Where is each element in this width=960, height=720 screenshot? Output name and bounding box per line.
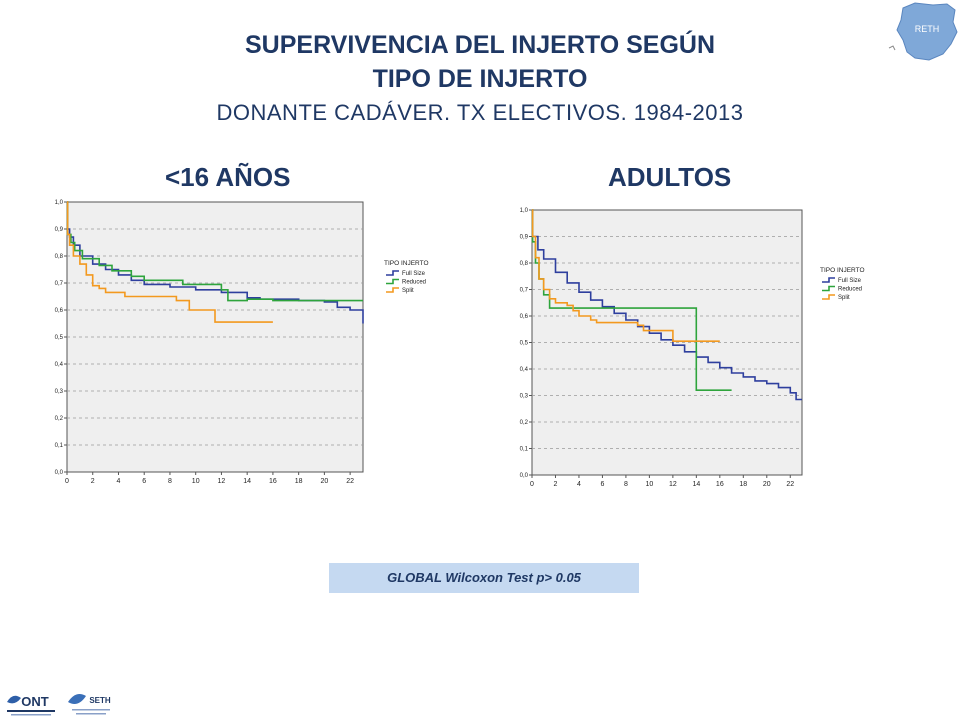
x-tick-label: 10 [192,478,200,485]
slide-title-line2: TIPO DE INJERTO [372,65,588,93]
x-tick-label: 2 [91,478,95,485]
x-tick-label: 12 [218,478,226,485]
y-tick-label: 0,6 [55,308,64,314]
y-tick-label: 0,3 [55,389,64,395]
legend-swatch [822,285,835,292]
x-tick-label: 16 [269,478,277,485]
y-tick-label: 0,5 [520,341,529,347]
y-tick-label: 0,9 [55,227,64,233]
survival-curve-full-size [531,209,802,401]
y-tick-label: 0,9 [520,235,529,241]
y-tick-label: 0,0 [520,473,529,479]
x-tick-label: 0 [530,481,534,488]
survival-curve-split [531,209,720,342]
y-tick-label: 0,6 [520,314,529,320]
panel-title-adults: ADULTOS [608,162,732,192]
y-tick-label: 0,4 [55,362,64,368]
legend-label: Full Size [402,271,426,277]
y-tick-label: 0,4 [520,367,529,373]
seth-logo-text: SETH [89,696,111,705]
legend-label: Full Size [838,278,862,284]
y-tick-label: 0,1 [520,447,529,453]
legend-swatch [386,270,399,276]
legend-swatch [822,294,835,300]
x-tick-label: 6 [600,481,604,488]
y-tick-label: 0,2 [55,416,64,422]
legend-swatch [822,277,835,283]
legend-title: TIPO INJERTO [384,260,429,267]
x-tick-label: 0 [65,478,69,485]
reth-logo-text: RETH [915,24,940,34]
y-tick-label: 0,8 [520,261,529,267]
y-tick-label: 0,5 [55,335,64,341]
x-tick-label: 8 [624,481,628,488]
legend-label: Reduced [838,287,862,293]
x-tick-label: 22 [346,478,354,485]
y-tick-label: 1,0 [520,208,529,214]
legend-label: Split [838,295,850,301]
survival-chart-adults: 0,0 0,1 0,2 0,3 0,4 0,5 0,6 0,7 0,8 0,9 1,0 0 2 4 6 8 10… [520,208,865,488]
title-block: SUPERVIVENCIA DEL INJERTO SEGÚN TIPO DE … [0,28,960,130]
x-tick-label: 12 [669,481,677,488]
slide-subtitle: DONANTE CADÁVER. TX ELECTIVOS. 1984-2013 [216,100,744,125]
x-tick-label: 8 [168,478,172,485]
y-tick-label: 1,0 [55,200,64,206]
y-tick-label: 0,8 [55,254,64,260]
x-tick-label: 4 [577,481,581,488]
y-tick-label: 0,1 [55,443,64,449]
y-tick-label: 0,3 [520,394,529,400]
x-tick-label: 18 [295,478,303,485]
x-tick-label: 20 [763,481,771,488]
x-tick-label: 18 [739,481,747,488]
ont-logo-text: ONT [21,694,49,709]
legend-label: Split [402,288,414,294]
x-tick-label: 20 [320,478,328,485]
survival-curve-reduced [66,201,363,302]
wilcoxon-result-box: GLOBAL Wilcoxon Test p> 0.05 [329,563,639,593]
x-tick-label: 10 [645,481,653,488]
x-tick-label: 4 [117,478,121,485]
x-tick-label: 2 [554,481,558,488]
x-tick-label: 14 [692,481,700,488]
x-tick-label: 6 [142,478,146,485]
y-tick-label: 0,2 [520,420,529,426]
legend-label: Reduced [402,280,426,286]
survival-curve-split [66,201,273,323]
survival-curve-full-size [66,201,364,324]
y-tick-label: 0,0 [55,470,64,476]
x-tick-label: 22 [786,481,794,488]
x-tick-label: 16 [716,481,724,488]
seth-logo: SETH [68,694,111,715]
y-tick-label: 0,7 [55,281,64,287]
legend-title: TIPO INJERTO [820,267,865,274]
y-tick-label: 0,7 [520,288,529,294]
ont-logo: ONT [7,694,55,716]
legend-swatch [386,287,399,293]
reth-map-logo: RETH [888,2,958,61]
legend-swatch [386,278,399,285]
survival-chart-children: 0,0 0,1 0,2 0,3 0,4 0,5 0,6 0,7 0,8 0,9 1,0 0 2 4 6 8 10… [55,200,429,485]
x-tick-label: 14 [243,478,251,485]
panel-title-children: <16 AÑOS [165,162,291,192]
slide-title-line1: SUPERVIVENCIA DEL INJERTO SEGÚN [244,31,716,59]
